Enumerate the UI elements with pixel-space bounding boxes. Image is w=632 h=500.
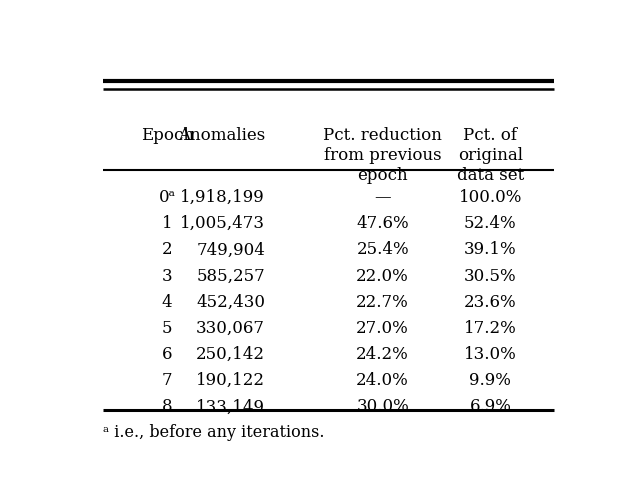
Text: 585,257: 585,257	[197, 268, 265, 284]
Text: 749,904: 749,904	[197, 242, 265, 258]
Text: 2: 2	[162, 242, 173, 258]
Text: 39.1%: 39.1%	[464, 242, 517, 258]
Text: 8: 8	[162, 398, 173, 415]
Text: 5: 5	[162, 320, 173, 337]
Text: 17.2%: 17.2%	[464, 320, 517, 337]
Text: 25.4%: 25.4%	[356, 242, 409, 258]
Text: 30.0%: 30.0%	[356, 398, 409, 415]
Text: Epoch: Epoch	[141, 128, 193, 144]
Text: 4: 4	[162, 294, 173, 310]
Text: 47.6%: 47.6%	[356, 215, 409, 232]
Text: ᵃ i.e., before any iterations.: ᵃ i.e., before any iterations.	[104, 424, 325, 441]
Text: 27.0%: 27.0%	[356, 320, 409, 337]
Text: 1,918,199: 1,918,199	[180, 189, 265, 206]
Text: 0ᵃ: 0ᵃ	[159, 189, 176, 206]
Text: 24.2%: 24.2%	[356, 346, 409, 363]
Text: 1: 1	[162, 215, 173, 232]
Text: 52.4%: 52.4%	[464, 215, 517, 232]
Text: 23.6%: 23.6%	[464, 294, 517, 310]
Text: 330,067: 330,067	[196, 320, 265, 337]
Text: Pct. of
original
data set: Pct. of original data set	[457, 128, 524, 184]
Text: 22.7%: 22.7%	[356, 294, 409, 310]
Text: 6.9%: 6.9%	[470, 398, 511, 415]
Text: 6: 6	[162, 346, 173, 363]
Text: 9.9%: 9.9%	[470, 372, 511, 389]
Text: —: —	[374, 189, 391, 206]
Text: Anomalies: Anomalies	[178, 128, 265, 144]
Text: 250,142: 250,142	[196, 346, 265, 363]
Text: 30.5%: 30.5%	[464, 268, 517, 284]
Text: 190,122: 190,122	[196, 372, 265, 389]
Text: 3: 3	[162, 268, 173, 284]
Text: 100.0%: 100.0%	[459, 189, 522, 206]
Text: 13.0%: 13.0%	[464, 346, 517, 363]
Text: Pct. reduction
from previous
epoch: Pct. reduction from previous epoch	[323, 128, 442, 184]
Text: 452,430: 452,430	[196, 294, 265, 310]
Text: 7: 7	[162, 372, 173, 389]
Text: 133,149: 133,149	[196, 398, 265, 415]
Text: 24.0%: 24.0%	[356, 372, 409, 389]
Text: 1,005,473: 1,005,473	[180, 215, 265, 232]
Text: 22.0%: 22.0%	[356, 268, 409, 284]
